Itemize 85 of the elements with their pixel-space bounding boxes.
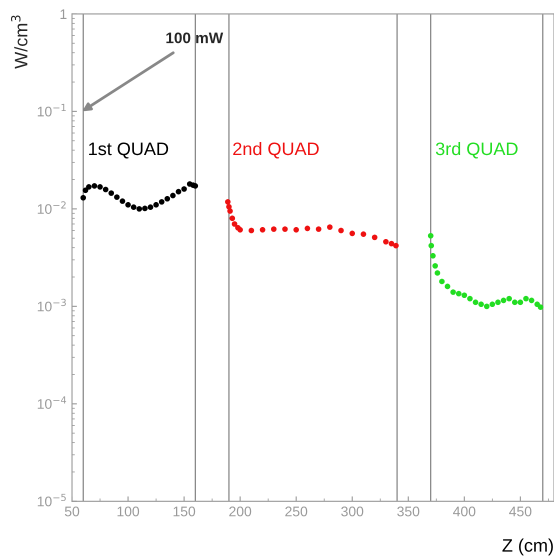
point bbox=[271, 226, 277, 232]
point bbox=[450, 289, 456, 295]
point bbox=[383, 238, 389, 245]
point bbox=[316, 226, 322, 232]
point bbox=[456, 290, 462, 296]
point bbox=[82, 188, 88, 194]
point bbox=[125, 202, 131, 208]
point bbox=[158, 199, 164, 205]
y-axis-title: W/cm$^{3}$ bbox=[11, 15, 28, 69]
point bbox=[102, 186, 108, 192]
point bbox=[114, 194, 120, 200]
point bbox=[538, 304, 544, 310]
point bbox=[327, 224, 333, 230]
x-tick-label: 50 bbox=[64, 506, 80, 516]
y-tick-label: 10$^{−1}$ bbox=[38, 104, 66, 116]
y-tick-label: 10$^{−5}$ bbox=[38, 494, 66, 506]
x-tick-label: 100 bbox=[118, 506, 140, 516]
x-axis-title: Z (cm) bbox=[502, 538, 553, 556]
point bbox=[512, 300, 518, 306]
point bbox=[142, 206, 148, 212]
point bbox=[467, 296, 473, 302]
point bbox=[472, 300, 478, 306]
point bbox=[439, 278, 445, 284]
point bbox=[130, 204, 136, 210]
x-tick-label: 250 bbox=[285, 506, 308, 516]
point bbox=[164, 196, 170, 202]
point bbox=[170, 192, 176, 198]
point bbox=[86, 184, 92, 190]
annotation: 100 mW bbox=[166, 32, 224, 44]
point bbox=[227, 208, 233, 214]
point bbox=[518, 300, 524, 306]
point bbox=[293, 227, 299, 233]
series-label: 1st QUAD bbox=[89, 142, 168, 158]
point bbox=[432, 263, 438, 269]
point bbox=[444, 284, 450, 290]
x-tick-label: 150 bbox=[174, 506, 196, 516]
point bbox=[490, 302, 496, 308]
point bbox=[92, 183, 98, 189]
point bbox=[500, 298, 506, 304]
point bbox=[462, 292, 468, 298]
point bbox=[428, 242, 434, 248]
point bbox=[484, 304, 490, 310]
point bbox=[388, 240, 394, 246]
point bbox=[372, 234, 378, 240]
point bbox=[176, 188, 182, 194]
point bbox=[528, 298, 534, 304]
point bbox=[97, 184, 103, 190]
x-tick-label: 450 bbox=[509, 506, 532, 516]
point bbox=[495, 300, 501, 306]
y-tick-label: 10$^{−3}$ bbox=[38, 298, 66, 312]
point bbox=[248, 228, 254, 234]
text: 2nd QUAD bbox=[233, 142, 319, 158]
y-tick-label: 10$^{−4}$ bbox=[38, 396, 66, 409]
point bbox=[478, 302, 484, 308]
point bbox=[230, 216, 236, 222]
point bbox=[360, 231, 366, 237]
point bbox=[304, 226, 310, 232]
point bbox=[148, 204, 154, 210]
point bbox=[120, 198, 126, 204]
point bbox=[434, 270, 440, 276]
point bbox=[260, 227, 266, 233]
x-tick-label: 350 bbox=[397, 506, 420, 516]
point bbox=[338, 228, 344, 234]
point bbox=[506, 296, 512, 302]
x-tick-label: 400 bbox=[453, 506, 476, 516]
x-tick-label: 300 bbox=[341, 506, 364, 516]
text: 3rd QUAD bbox=[436, 142, 518, 158]
point bbox=[232, 221, 238, 227]
point bbox=[80, 194, 86, 201]
point bbox=[393, 242, 399, 248]
point bbox=[136, 206, 142, 212]
point bbox=[428, 232, 434, 239]
point bbox=[153, 202, 159, 208]
y-tick-label: 1 bbox=[60, 9, 66, 19]
point bbox=[282, 226, 288, 232]
point bbox=[534, 302, 540, 308]
point bbox=[523, 296, 529, 302]
point bbox=[430, 253, 436, 259]
point bbox=[349, 230, 356, 236]
point bbox=[225, 199, 231, 205]
x-tick-label: 200 bbox=[229, 506, 252, 516]
point bbox=[192, 183, 198, 189]
point bbox=[181, 186, 187, 192]
y-tick-label: 10$^{−2}$ bbox=[38, 201, 66, 214]
point bbox=[108, 190, 114, 196]
